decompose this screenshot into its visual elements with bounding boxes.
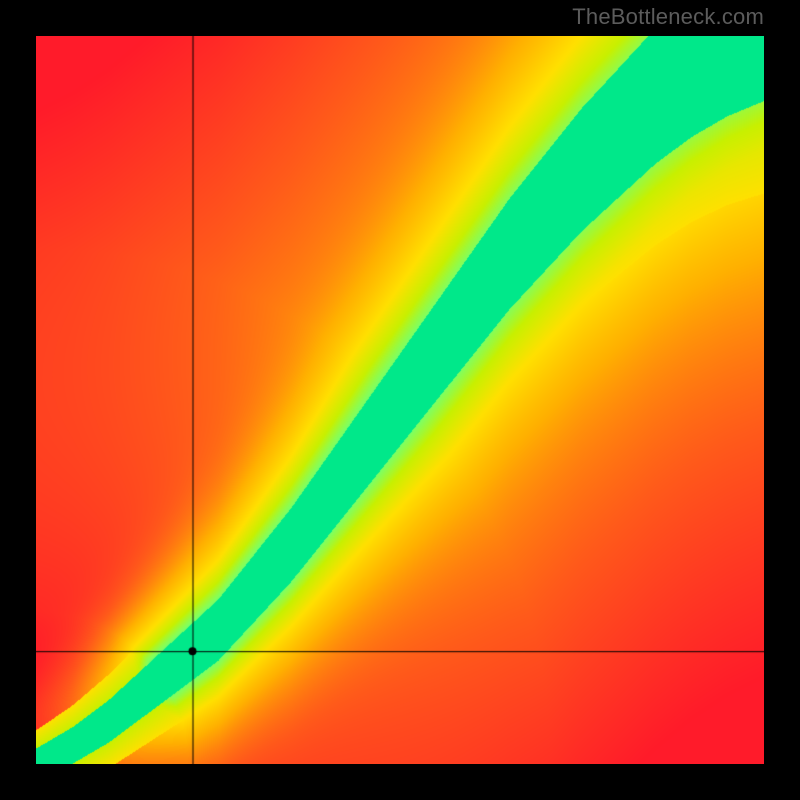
bottleneck-heatmap xyxy=(36,36,764,764)
watermark-label: TheBottleneck.com xyxy=(572,4,764,30)
chart-container: TheBottleneck.com xyxy=(0,0,800,800)
